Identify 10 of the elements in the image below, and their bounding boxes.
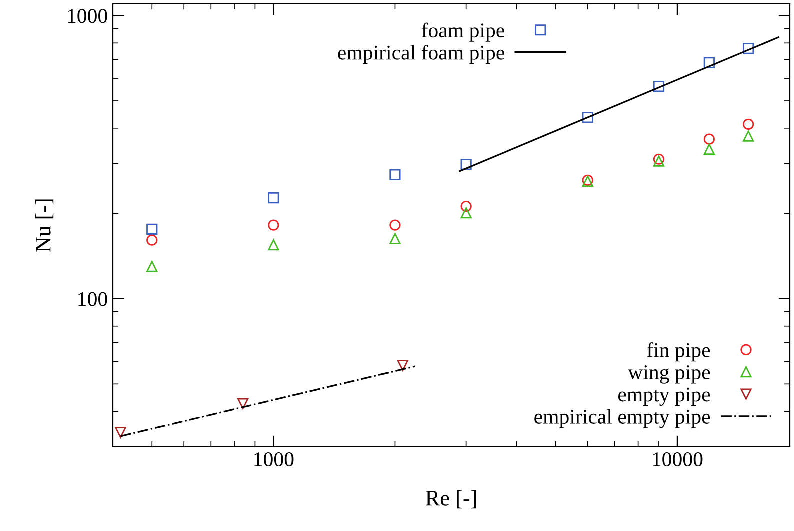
legend-label: foam pipe — [422, 22, 504, 42]
x-axis-title: Re [-] — [426, 490, 476, 509]
legend-label: fin pipe — [647, 342, 710, 362]
y-tick-label: 100 — [78, 292, 108, 306]
legend-label: wing pipe — [628, 366, 710, 384]
legend-label: empirical empty pipe — [534, 409, 710, 428]
y-axis-title: Nu [-] — [35, 200, 54, 252]
legend-label: empirical foam pipe — [338, 44, 504, 64]
x-tick-label: 10000 — [653, 452, 703, 467]
legend-label: empty pipe — [618, 388, 710, 406]
